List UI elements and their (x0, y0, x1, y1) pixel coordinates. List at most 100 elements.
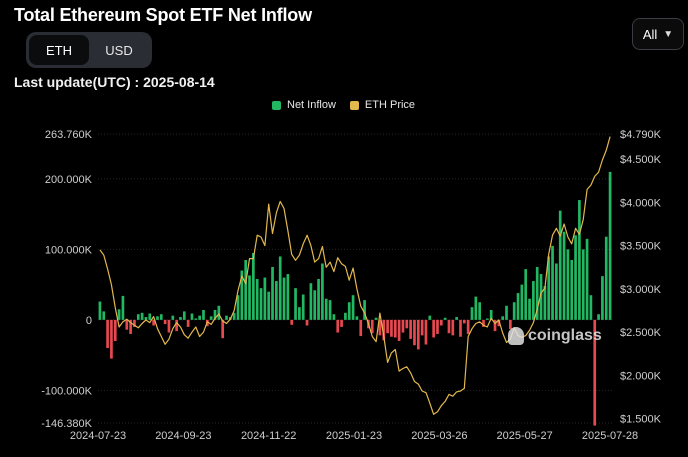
inflow-bar (125, 319, 129, 330)
watermark-text: coinglass (528, 327, 602, 344)
inflow-bar (555, 263, 558, 320)
coinglass-logo-icon (508, 327, 524, 345)
inflow-bar (516, 293, 520, 320)
watermark: coinglass (508, 327, 602, 345)
inflow-bar (405, 319, 409, 329)
x-tick-label: 2025-01-23 (326, 430, 382, 442)
toggle-eth-button[interactable]: ETH (29, 35, 89, 65)
inflow-bar (439, 319, 443, 326)
inflow-bar (252, 252, 255, 320)
inflow-bar (332, 314, 336, 320)
x-tick-label: 2024-11-22 (241, 430, 296, 442)
inflow-bar (566, 249, 570, 320)
inflow-bar (562, 231, 566, 320)
legend-item-net-inflow[interactable]: Net Inflow (272, 99, 336, 111)
inflow-bar (298, 307, 301, 320)
inflow-bar (321, 263, 324, 320)
inflow-bar (102, 311, 106, 320)
range-select[interactable]: All ▼ (632, 18, 684, 50)
inflow-bar (520, 284, 524, 320)
inflow-bar (378, 319, 382, 336)
inflow-bar (428, 315, 432, 320)
legend-label-eth-price: ETH Price (364, 99, 416, 111)
inflow-bar (190, 313, 194, 320)
page-title: Total Ethereum Spot ETF Net Inflow (14, 5, 312, 25)
y-left-tick-label: 200.000K (45, 174, 93, 186)
inflow-bar (558, 210, 562, 320)
legend-item-eth-price[interactable]: ETH Price (349, 99, 416, 111)
x-tick-label: 2024-09-23 (155, 430, 211, 442)
y-right-tick-label: $3.000K (620, 284, 662, 296)
inflow-bar (179, 317, 182, 320)
inflow-bar (328, 300, 332, 320)
inflow-bar (275, 281, 278, 320)
inflow-bar (539, 274, 543, 320)
inflow-bar (144, 317, 148, 320)
inflow-bar (390, 319, 393, 337)
inflow-bar (532, 281, 535, 320)
inflow-bar (263, 277, 267, 320)
inflow-bar (543, 286, 547, 320)
inflow-bar (466, 319, 470, 334)
chart-legend: Net Inflow ETH Price (272, 99, 415, 111)
inflow-bar (133, 319, 136, 327)
inflow-bar (175, 319, 178, 332)
inflow-bar (474, 296, 478, 320)
inflow-bar (317, 278, 320, 320)
inflow-bar (344, 312, 347, 320)
inflow-bar (374, 317, 378, 320)
inflow-bar (512, 302, 516, 320)
inflow-bar (459, 319, 462, 337)
inflow-bar (501, 316, 505, 320)
inflow-bar (110, 319, 113, 359)
net-inflow-chart[interactable]: 263.760K 200.000K 100.000K 0 -100.000K -146.3… (0, 120, 688, 457)
inflow-bar (140, 312, 144, 320)
inflow-bar (547, 256, 551, 320)
legend-swatch-net-inflow (272, 100, 281, 110)
inflow-bar (198, 315, 201, 320)
inflow-bar (593, 319, 597, 426)
chevron-down-icon: ▼ (663, 28, 674, 40)
inflow-bar (267, 291, 271, 320)
inflow-bar (443, 317, 447, 320)
unit-toggle: ETH USD (26, 32, 152, 68)
inflow-bar (98, 301, 102, 320)
inflow-bar (451, 319, 455, 336)
inflow-bar (493, 319, 497, 332)
inflow-bar (309, 283, 313, 320)
inflow-bar (505, 305, 508, 320)
inflow-bar (524, 269, 528, 320)
inflow-bar (148, 313, 152, 320)
y-left-tick-label: -146.380K (41, 418, 92, 430)
inflow-bar (340, 319, 343, 327)
inflow-bar (432, 319, 435, 338)
inflow-bar (225, 315, 228, 320)
y-right-tick-label: $2.500K (620, 327, 662, 339)
inflow-bar (152, 319, 155, 326)
inflow-bar (351, 295, 355, 320)
inflow-bar (290, 319, 294, 325)
inflow-bar (136, 314, 140, 320)
inflow-bar (574, 235, 577, 320)
toggle-usd-button[interactable]: USD (105, 42, 133, 58)
inflow-bar (370, 319, 374, 334)
inflow-bar (416, 319, 420, 350)
inflow-bar (409, 319, 412, 339)
inflow-bar (236, 295, 240, 320)
x-tick-label: 2025-03-26 (411, 430, 467, 442)
y-right-tick-label: $1.500K (620, 414, 662, 426)
inflow-bar (401, 319, 405, 333)
inflow-bar (106, 319, 109, 349)
inflow-bar (213, 309, 217, 320)
inflow-bar (535, 267, 539, 320)
inflow-bar (159, 314, 163, 320)
inflow-bar (121, 295, 125, 320)
y-right-tick-label: $4.790K (620, 129, 662, 141)
inflow-bar (420, 319, 424, 336)
inflow-bar (485, 318, 489, 320)
inflow-bar (393, 319, 397, 338)
inflow-bar (382, 319, 386, 341)
inflow-bar (482, 319, 485, 327)
inflow-bar (259, 288, 263, 320)
inflow-bar (313, 290, 317, 320)
